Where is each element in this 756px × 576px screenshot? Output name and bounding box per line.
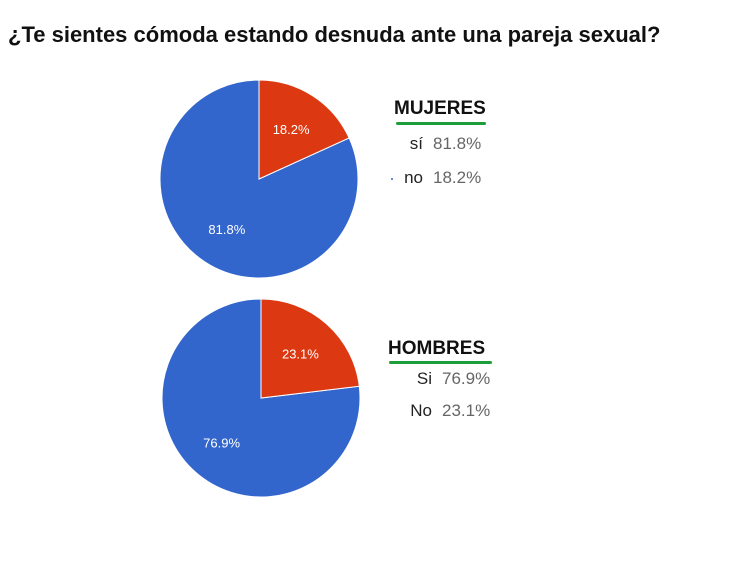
legend-title-underline xyxy=(396,122,486,125)
legend-entry-si: sí 81.8% xyxy=(395,134,481,154)
legend-category: no xyxy=(404,168,423,187)
pie-slice-label: 81.8% xyxy=(208,222,245,237)
pie-slice-no xyxy=(258,79,350,180)
legend-value: 76.9% xyxy=(442,369,491,388)
legend-entry-no: no 18.2% xyxy=(395,168,481,188)
legend-category: sí xyxy=(409,134,423,153)
pie-slice-label: 18.2% xyxy=(273,122,310,137)
pie-chart-mujeres: 81.8% 18.2% xyxy=(159,79,359,279)
pie-slice-label: 23.1% xyxy=(282,347,319,362)
legend-marker xyxy=(391,178,393,180)
pie-slice-no xyxy=(260,298,360,399)
legend-title-mujeres: MUJERES xyxy=(394,98,486,119)
pie-slice-label: 76.9% xyxy=(203,435,240,450)
legend-entry-si: Si 76.9% xyxy=(400,369,490,389)
legend-value: 23.1% xyxy=(442,401,491,420)
legend-category: Si xyxy=(416,369,432,388)
pie-chart-hombres: 76.9% 23.1% xyxy=(161,298,361,498)
legend-entry-no: No 23.1% xyxy=(400,401,490,421)
legend-title-underline xyxy=(389,361,492,364)
chart-title: ¿Te sientes cómoda estando desnuda ante … xyxy=(8,22,661,47)
legend-value: 81.8% xyxy=(433,134,482,153)
legend-value: 18.2% xyxy=(433,168,482,187)
legend-category: No xyxy=(410,401,432,420)
legend-title-hombres: HOMBRES xyxy=(388,338,486,359)
